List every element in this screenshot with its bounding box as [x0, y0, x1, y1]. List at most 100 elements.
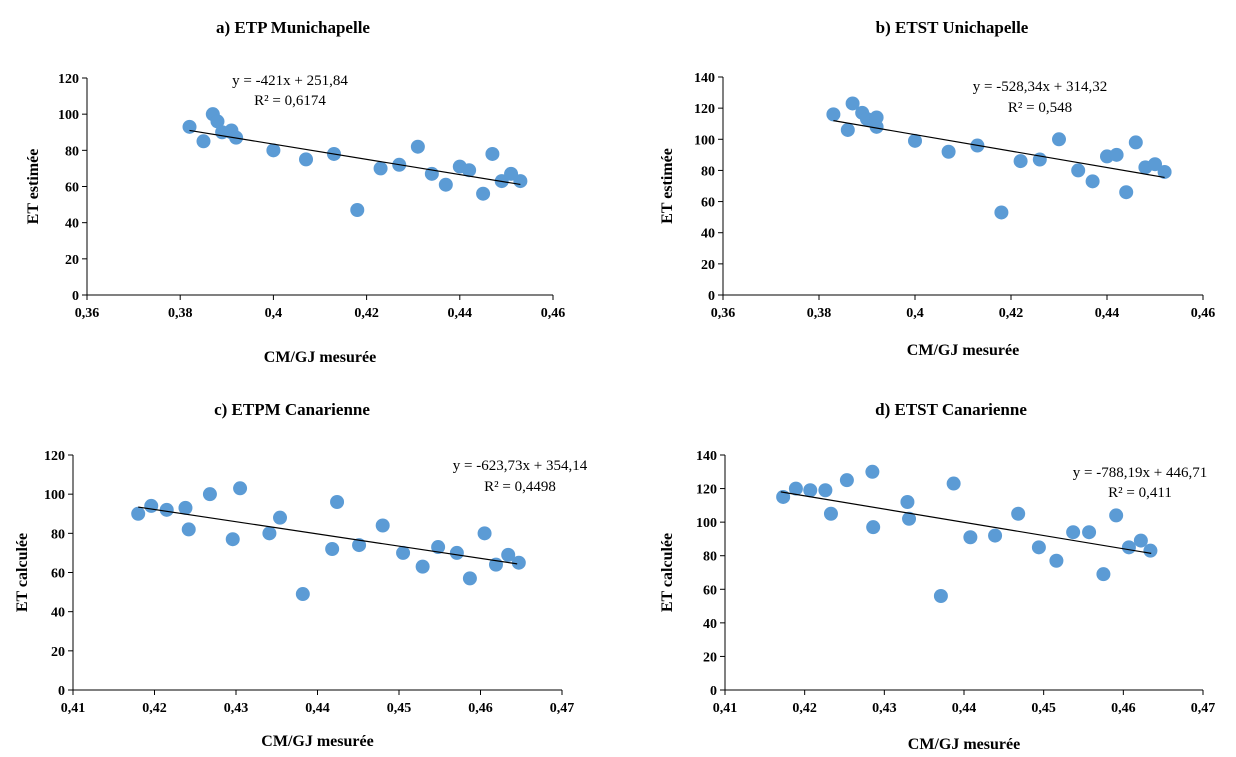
data-point: [375, 518, 390, 533]
data-point: [373, 161, 388, 176]
data-point: [477, 526, 492, 541]
chart-title: c) ETPM Canarienne: [214, 400, 370, 419]
y-tick-label: 20: [701, 258, 715, 273]
x-axis-label: CM/GJ mesurée: [907, 342, 1019, 359]
y-tick-label: 60: [65, 181, 79, 196]
x-tick-label: 0,45: [387, 701, 412, 716]
y-tick-label: 0: [72, 289, 79, 304]
data-point: [908, 133, 922, 148]
y-tick-label: 120: [694, 102, 715, 117]
y-axis-label: ET calculée: [659, 533, 676, 612]
data-point: [840, 122, 855, 137]
y-axis-label: ET estimée: [25, 149, 42, 225]
x-tick-label: 0,46: [468, 701, 493, 716]
data-point: [1143, 543, 1158, 558]
x-axis-label: CM/GJ mesurée: [908, 736, 1020, 752]
data-point: [325, 542, 340, 556]
y-tick-label: 60: [701, 196, 715, 211]
trendline: [780, 491, 1152, 554]
data-point: [1157, 164, 1172, 179]
y-tick-label: 100: [44, 488, 65, 503]
data-point: [1096, 567, 1111, 582]
x-tick-label: 0,38: [168, 306, 193, 321]
data-point: [511, 555, 526, 570]
x-tick-label: 0,47: [1191, 701, 1216, 716]
y-tick-label: 80: [51, 527, 65, 542]
x-tick-label: 0,43: [224, 701, 249, 716]
data-point: [1133, 533, 1148, 548]
data-point: [273, 510, 288, 525]
y-tick-label: 80: [703, 550, 717, 565]
x-tick-label: 0,44: [1095, 306, 1120, 321]
data-point: [462, 163, 477, 178]
data-point: [1121, 540, 1136, 555]
data-point: [826, 107, 841, 122]
data-point: [1085, 174, 1100, 189]
x-tick-label: 0,46: [541, 306, 566, 321]
y-tick-label: 60: [703, 583, 717, 598]
data-point: [823, 506, 838, 521]
y-tick-label: 100: [696, 516, 717, 531]
r-squared-label: R² = 0,548: [1008, 100, 1072, 116]
data-point: [350, 203, 365, 218]
y-tick-label: 120: [44, 449, 65, 464]
r-squared-label: R² = 0,411: [1108, 485, 1172, 501]
x-tick-label: 0,4: [906, 306, 924, 321]
data-point: [902, 511, 917, 526]
y-tick-label: 20: [65, 253, 79, 268]
data-point: [431, 540, 446, 555]
x-tick-label: 0,41: [713, 701, 738, 716]
r-squared-label: R² = 0,4498: [484, 479, 556, 495]
data-point: [1052, 132, 1066, 147]
data-point: [295, 587, 310, 602]
data-point: [946, 476, 961, 491]
y-tick-label: 40: [701, 227, 715, 242]
x-tick-label: 0,42: [999, 306, 1024, 321]
x-tick-label: 0,36: [711, 306, 736, 321]
data-point: [396, 545, 411, 560]
data-point: [1031, 540, 1046, 555]
data-point: [839, 473, 854, 488]
data-point: [1011, 506, 1026, 521]
data-point: [210, 114, 225, 129]
data-point: [178, 500, 193, 515]
data-point: [788, 481, 803, 496]
x-tick-label: 0,44: [305, 701, 330, 716]
x-tick-label: 0,41: [61, 701, 86, 716]
y-axis-label: ET calculée: [14, 533, 31, 612]
data-point: [330, 495, 345, 509]
data-point: [869, 119, 884, 134]
data-point: [994, 205, 1009, 220]
y-tick-label: 80: [65, 144, 79, 159]
data-point: [415, 559, 430, 574]
data-point: [196, 134, 211, 149]
data-point: [1066, 525, 1081, 540]
x-tick-label: 0,47: [550, 701, 575, 716]
trendline: [138, 506, 518, 565]
y-axis-label: ET estimée: [659, 148, 676, 224]
data-point: [1109, 508, 1124, 523]
data-point: [462, 571, 477, 586]
data-point: [144, 498, 159, 513]
data-point: [776, 489, 791, 504]
trendline-equation: y = -788,19x + 446,71: [1073, 465, 1207, 481]
data-point: [513, 174, 528, 189]
data-point: [159, 502, 174, 517]
data-point: [449, 545, 464, 560]
chart-panel-2: b) ETST Unichapelle 0 20 40 60 80 100 120 140 0,3…: [659, 18, 1215, 359]
x-axis-label: CM/GJ mesurée: [261, 733, 373, 750]
data-point: [233, 481, 248, 496]
x-tick-label: 0,42: [792, 701, 817, 716]
x-tick-label: 0,46: [1191, 306, 1216, 321]
data-point: [225, 532, 240, 547]
data-point: [1119, 185, 1134, 200]
y-tick-label: 120: [58, 72, 79, 87]
x-tick-label: 0,43: [872, 701, 897, 716]
y-tick-label: 80: [701, 164, 715, 179]
data-point: [963, 530, 978, 545]
data-point: [181, 522, 196, 537]
data-point: [1148, 157, 1162, 172]
data-point: [202, 487, 217, 502]
